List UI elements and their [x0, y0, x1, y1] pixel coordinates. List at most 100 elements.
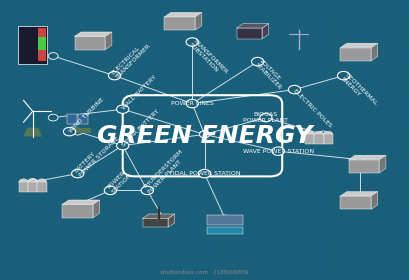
Circle shape [118, 142, 128, 149]
Circle shape [118, 142, 128, 149]
Circle shape [142, 187, 152, 194]
Circle shape [355, 156, 365, 163]
Circle shape [261, 114, 271, 121]
Circle shape [288, 85, 301, 94]
Circle shape [324, 131, 333, 137]
Polygon shape [263, 24, 269, 39]
Circle shape [72, 169, 84, 178]
Text: POWER
STATION: POWER STATION [107, 168, 133, 194]
Circle shape [200, 131, 209, 138]
Circle shape [273, 148, 283, 155]
Text: VOLTAGE
STABILIZER: VOLTAGE STABILIZER [254, 58, 286, 90]
Circle shape [200, 170, 209, 177]
Circle shape [73, 201, 83, 208]
Polygon shape [380, 155, 386, 173]
Bar [207, 227, 243, 234]
Circle shape [315, 131, 324, 137]
Text: GREEN ENERGY: GREEN ENERGY [97, 124, 312, 148]
Bar [19, 182, 28, 192]
Polygon shape [164, 12, 202, 17]
Circle shape [48, 114, 58, 121]
Circle shape [253, 58, 263, 65]
Circle shape [141, 186, 153, 195]
Text: ELECTRIC POLES: ELECTRIC POLES [293, 88, 333, 128]
Circle shape [106, 187, 115, 194]
Circle shape [159, 215, 169, 222]
Circle shape [220, 215, 230, 222]
Polygon shape [62, 204, 93, 218]
Circle shape [186, 99, 198, 108]
Circle shape [200, 131, 209, 138]
Text: WIND TURBINE: WIND TURBINE [68, 97, 105, 133]
Circle shape [73, 170, 83, 177]
Bar [38, 37, 46, 50]
Bar [37, 182, 47, 192]
Text: SOLAR BATTERY: SOLAR BATTERY [121, 108, 160, 147]
Circle shape [200, 170, 209, 177]
Polygon shape [143, 218, 169, 227]
Text: WALL BATTERY: WALL BATTERY [121, 75, 157, 111]
Polygon shape [106, 32, 112, 50]
Text: BIOGAS
POWER PLANT: BIOGAS POWER PLANT [243, 112, 288, 123]
Polygon shape [74, 32, 112, 36]
Circle shape [187, 100, 197, 107]
Polygon shape [348, 155, 386, 160]
Circle shape [117, 141, 129, 150]
Circle shape [198, 169, 211, 178]
Polygon shape [236, 28, 263, 39]
Polygon shape [340, 43, 378, 48]
Text: BATTERY
POWER STORAGE: BATTERY POWER STORAGE [74, 131, 120, 178]
Circle shape [104, 186, 117, 195]
Polygon shape [371, 43, 378, 61]
Bar [28, 182, 37, 192]
Bar [305, 134, 315, 144]
Polygon shape [371, 192, 378, 209]
Text: WAVE POWER STATION: WAVE POWER STATION [243, 149, 314, 154]
Polygon shape [340, 48, 371, 61]
Circle shape [337, 71, 350, 80]
Circle shape [339, 72, 348, 79]
Circle shape [28, 179, 38, 185]
Circle shape [200, 131, 209, 138]
Circle shape [187, 100, 197, 107]
Polygon shape [348, 160, 380, 173]
Circle shape [305, 131, 315, 137]
Circle shape [28, 179, 37, 185]
Bar [67, 114, 77, 124]
Bar [38, 29, 46, 61]
Polygon shape [340, 192, 378, 196]
Circle shape [355, 156, 365, 163]
Bar [18, 26, 47, 64]
Polygon shape [24, 128, 42, 137]
Circle shape [290, 86, 299, 93]
Circle shape [73, 170, 83, 177]
Polygon shape [93, 200, 100, 218]
Circle shape [290, 86, 299, 93]
Polygon shape [196, 12, 202, 30]
Text: TIDAL POWER STATION: TIDAL POWER STATION [169, 171, 240, 176]
Bar [78, 114, 88, 124]
Bar [207, 214, 243, 225]
Circle shape [261, 114, 271, 121]
Circle shape [252, 57, 264, 66]
Text: THUNDERSTORM
POWER PLANT: THUNDERSTORM POWER PLANT [144, 149, 189, 194]
Circle shape [260, 113, 272, 122]
Circle shape [19, 179, 28, 185]
Polygon shape [74, 36, 106, 50]
Circle shape [108, 71, 121, 80]
Circle shape [142, 187, 152, 194]
Polygon shape [236, 24, 269, 28]
Circle shape [272, 147, 284, 155]
Circle shape [273, 148, 283, 155]
Text: shutterstock.com · 2188006839: shutterstock.com · 2188006839 [160, 270, 249, 276]
Circle shape [187, 39, 197, 45]
Circle shape [118, 106, 128, 113]
Circle shape [187, 100, 197, 107]
Circle shape [48, 53, 58, 59]
Text: POWER LINES: POWER LINES [171, 101, 213, 106]
Circle shape [73, 128, 83, 135]
Text: TRANSFORMER
SUBSTATION: TRANSFORMER SUBSTATION [189, 38, 229, 79]
Polygon shape [143, 214, 175, 218]
Circle shape [37, 179, 47, 185]
Circle shape [63, 127, 76, 136]
